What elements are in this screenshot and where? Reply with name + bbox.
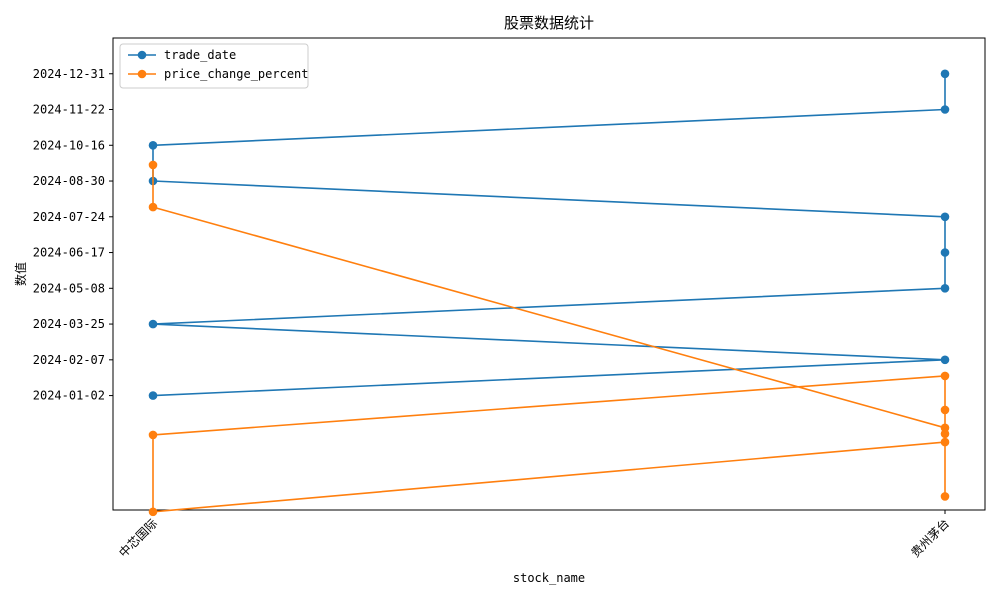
data-point — [148, 202, 158, 212]
data-point — [148, 319, 158, 329]
y-tick-label: 2024-02-07 — [33, 353, 105, 367]
y-tick-label: 2024-07-24 — [33, 210, 105, 224]
data-point — [148, 391, 158, 400]
y-tick-label: 2024-06-17 — [33, 246, 105, 260]
y-tick-label: 2024-01-02 — [33, 389, 105, 403]
y-axis-label: 数值 — [13, 262, 28, 286]
x-axis-label: stock_name — [513, 571, 585, 585]
data-point — [148, 160, 158, 170]
data-point — [148, 507, 158, 517]
data-point — [940, 437, 950, 447]
data-point — [940, 371, 950, 381]
data-point — [940, 429, 950, 439]
data-point — [940, 212, 950, 222]
data-point — [940, 423, 950, 433]
data-point — [940, 284, 950, 293]
legend-label: price_change_percent — [164, 67, 309, 81]
y-tick-label: 2024-08-30 — [33, 174, 105, 188]
y-tick-label: 2024-11-22 — [33, 103, 105, 117]
legend-marker — [137, 50, 147, 60]
chart-title: 股票数据统计 — [504, 14, 594, 32]
data-point — [148, 430, 158, 440]
data-point — [940, 492, 950, 501]
y-tick-label: 2024-10-16 — [33, 138, 105, 152]
data-point — [148, 141, 158, 150]
series-line-trade-date — [152, 73, 946, 397]
y-tick-label: 2024-05-08 — [33, 281, 105, 295]
y-tick-label: 2024-03-25 — [33, 317, 105, 331]
data-point — [940, 355, 950, 365]
plot-frame — [112, 37, 986, 511]
legend-label: trade_date — [164, 48, 236, 62]
data-point — [940, 405, 950, 415]
series-line-price-change-percent — [152, 164, 946, 513]
data-point — [940, 248, 950, 257]
legend-box — [119, 43, 309, 89]
legend-marker — [137, 69, 147, 79]
data-point — [940, 105, 950, 114]
y-tick-label: 2024-12-31 — [33, 67, 105, 81]
legend: trade_date price_change_percent — [119, 43, 309, 89]
data-point — [940, 69, 950, 79]
